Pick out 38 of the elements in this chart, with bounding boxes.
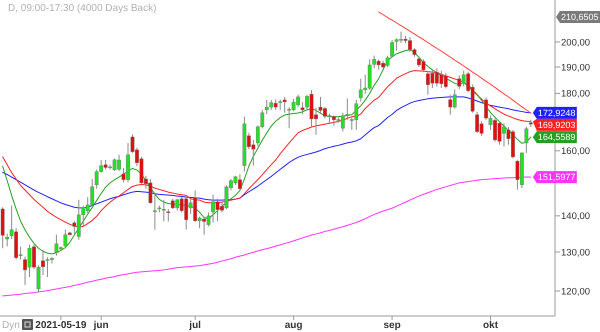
candlestick: [251, 139, 256, 166]
candlestick: [340, 112, 345, 132]
x-tick-label: sep: [383, 320, 401, 331]
chart-title: D, 09:00-17:30 (4000 Days Back): [8, 3, 156, 14]
data-label: 169,9203: [538, 120, 576, 130]
candlestick: [5, 233, 10, 247]
candlestick: [166, 208, 170, 222]
data-label: 164,5589: [538, 132, 576, 142]
candlestick: [345, 98, 350, 120]
candlestick: [475, 111, 480, 134]
y-tick-label: 130,00: [561, 247, 590, 258]
x-tick-label: aug: [284, 320, 303, 331]
candlestick: [300, 102, 304, 115]
candlestick: [162, 199, 166, 222]
y-tick-label: 120,00: [561, 286, 590, 298]
candlestick: [278, 98, 282, 110]
y-tick-label: 140,00: [561, 211, 590, 222]
y-tick-label: 180,00: [561, 88, 590, 100]
y-tick-label: 190,00: [561, 62, 590, 74]
text: 210,6505: [561, 12, 599, 22]
data-label: 151,5977: [538, 172, 576, 182]
candlestick: [354, 99, 358, 130]
text: Dyn: [2, 320, 20, 331]
line-series: [378, 11, 532, 114]
data-label: 172,9248: [538, 108, 576, 118]
x-tick-label: jul: [188, 320, 202, 331]
candlestick: [524, 126, 528, 154]
x-tick-label: 2021-05-19: [35, 320, 87, 331]
y-tick-label: 200,00: [561, 37, 590, 48]
x-tick-label: okt: [483, 320, 499, 331]
x-tick-label: jun: [92, 320, 109, 331]
candlestick: [457, 74, 462, 90]
y-tick-label: 160,00: [561, 146, 590, 158]
candlestick: [148, 178, 152, 204]
candlestick: [94, 168, 99, 190]
candlestick: [444, 72, 448, 90]
candlestick: [152, 192, 157, 230]
candlestick: [390, 40, 394, 58]
